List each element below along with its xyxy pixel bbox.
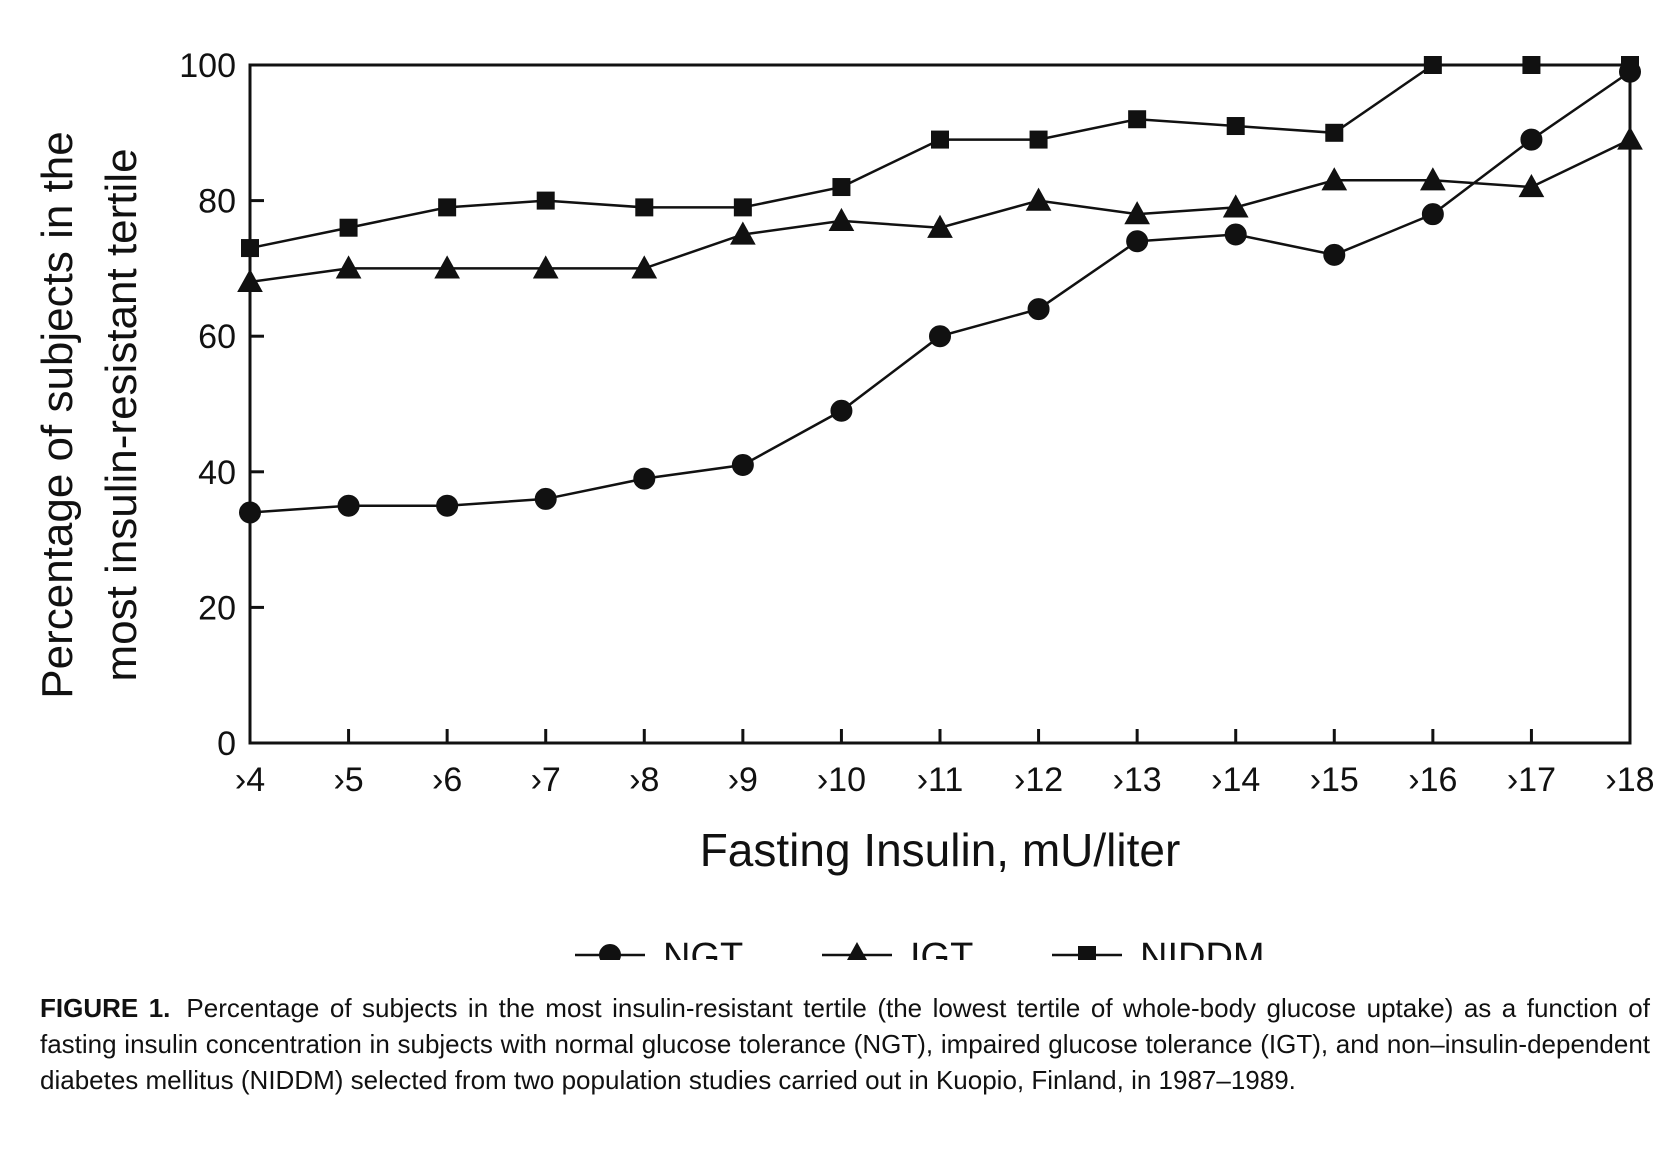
data-point-niddm	[1621, 56, 1639, 74]
data-point-niddm	[733, 198, 752, 217]
data-point-niddm	[931, 130, 949, 149]
y-axis-title-line-2: most insulin-resistant tertile	[97, 148, 146, 681]
x-tick-label: ›16	[1408, 761, 1457, 799]
data-point-ngt	[534, 487, 557, 510]
data-point-niddm	[832, 178, 851, 197]
x-tick-label: ›9	[728, 761, 758, 799]
x-tick-label: ›8	[629, 761, 659, 799]
data-point-niddm	[1029, 130, 1048, 149]
data-point-igt	[927, 214, 953, 238]
y-tick-label: 40	[198, 454, 236, 492]
x-tick-label: ›12	[1014, 761, 1063, 799]
data-point-niddm	[536, 191, 555, 210]
data-point-niddm	[438, 198, 457, 217]
data-point-ngt	[1323, 243, 1346, 266]
data-point-igt	[828, 207, 855, 232]
legend-label-niddm: NIDDM	[1140, 936, 1265, 960]
data-point-ngt	[1027, 298, 1050, 321]
x-axis-title: Fasting Insulin, mU/liter	[700, 824, 1181, 876]
data-point-niddm	[241, 239, 259, 258]
data-point-igt	[237, 268, 263, 293]
axes	[248, 63, 1632, 745]
data-point-ngt	[337, 494, 360, 517]
data-point-ngt	[1224, 223, 1247, 246]
data-point-igt	[532, 255, 559, 279]
legend-item-igt: IGT	[822, 936, 973, 960]
legend-label-ngt: NGT	[663, 936, 743, 960]
x-tick-label: ›5	[333, 761, 363, 799]
legend-item-niddm: NIDDM	[1052, 936, 1265, 960]
data-point-igt	[434, 255, 460, 279]
series-igt	[237, 126, 1643, 293]
x-tick-label: ›4	[235, 761, 265, 799]
data-point-igt	[730, 221, 756, 245]
data-point-igt	[1518, 174, 1545, 198]
legend-marker-igt	[846, 941, 868, 960]
y-axis-title-line-1: Percentage of subjects in the	[33, 131, 82, 698]
data-point-igt	[1222, 194, 1249, 218]
series-niddm	[241, 56, 1639, 258]
plot-frame	[248, 63, 1632, 745]
data-point-igt	[1321, 167, 1348, 191]
data-point-niddm	[339, 218, 358, 237]
data-point-ngt	[731, 454, 754, 477]
data-point-igt	[1420, 167, 1446, 191]
data-point-igt	[1617, 126, 1643, 150]
x-tick-label: ›17	[1507, 761, 1556, 799]
data-point-niddm	[1522, 56, 1541, 74]
x-tick-label: ›15	[1310, 761, 1359, 799]
x-tick-label: ›7	[531, 761, 561, 799]
x-tick-label: ›10	[817, 761, 866, 799]
x-tick-label: ›14	[1211, 761, 1260, 799]
data-point-ngt	[929, 325, 951, 348]
x-tick-label: ›18	[1605, 761, 1654, 799]
figure-caption-label: FIGURE 1.	[40, 993, 171, 1023]
x-tick-label: ›6	[432, 761, 462, 799]
data-point-niddm	[1128, 110, 1147, 129]
series-group	[237, 56, 1643, 524]
figure-caption: FIGURE 1. Percentage of subjects in the m…	[40, 990, 1650, 1098]
data-point-niddm	[635, 198, 654, 217]
x-ticks: ›4 ›5 ›6 ›7 ›8 ›9 ›10 ›11 ›12 ›13 ›14 ›15 ›16 ›17 ›18	[235, 729, 1655, 799]
x-tick-label: ›13	[1113, 761, 1162, 799]
data-point-niddm	[1423, 56, 1442, 74]
x-tick-label: ›11	[917, 761, 964, 799]
data-point-ngt	[633, 467, 656, 490]
data-point-ngt	[1421, 203, 1444, 226]
data-point-igt	[631, 255, 658, 279]
data-point-igt	[335, 255, 362, 279]
legend-marker-niddm	[1078, 946, 1096, 960]
line-chart: 0 20 40 60 80 100 ›4 ›5 ›6 ›7 ›8 ›9 ›10 ›11 ›12 ›13 ›14…	[33, 47, 1655, 960]
legend-item-ngt: NGT	[575, 936, 743, 960]
data-point-ngt	[830, 399, 853, 422]
data-point-ngt	[239, 501, 261, 524]
y-tick-label: 0	[217, 725, 236, 763]
figure-caption-text: Percentage of subjects in the most insul…	[40, 993, 1650, 1095]
data-point-ngt	[1520, 128, 1543, 151]
y-tick-label: 80	[198, 183, 236, 221]
data-point-niddm	[1226, 117, 1245, 136]
legend-marker-ngt	[599, 944, 621, 960]
series-ngt	[239, 60, 1641, 524]
data-point-ngt	[1126, 230, 1149, 253]
legend-label-igt: IGT	[910, 936, 973, 960]
y-tick-label: 60	[198, 318, 236, 356]
data-point-ngt	[436, 494, 459, 517]
y-ticks: 0 20 40 60 80 100	[179, 47, 264, 763]
legend: NGT IGT NIDDM	[575, 936, 1265, 960]
data-point-igt	[1124, 201, 1150, 225]
data-point-igt	[1025, 187, 1052, 211]
data-point-niddm	[1325, 123, 1344, 142]
y-tick-label: 100	[179, 47, 236, 85]
y-tick-label: 20	[198, 589, 236, 627]
